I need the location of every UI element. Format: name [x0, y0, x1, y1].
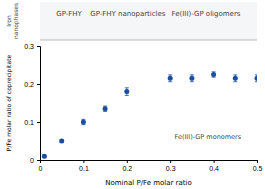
error-bar	[103, 106, 107, 111]
tick-label: 0.4	[209, 165, 219, 172]
error-bar-cap	[125, 95, 129, 96]
error-bar-cap	[125, 87, 129, 88]
tick: 0.1	[79, 160, 89, 172]
point	[168, 76, 173, 81]
error-bar	[42, 155, 46, 158]
tick-label: 0.3	[166, 165, 176, 172]
x-axis-title: Nominal P/Fe molar ratio	[105, 179, 192, 187]
point	[103, 106, 108, 111]
error-bar	[212, 72, 216, 77]
x-axis: 0 0.1 0.2 0.3 0.4 0.5	[39, 160, 263, 172]
error-bar-cap	[168, 81, 172, 82]
tick-mark	[214, 160, 215, 163]
tick-mark	[170, 160, 171, 163]
point	[42, 154, 47, 159]
tick-mark	[37, 160, 40, 161]
tick: 0.2	[122, 160, 132, 172]
error-bar	[233, 75, 237, 82]
tick-mark	[83, 160, 84, 163]
tick-label: 0.1	[24, 119, 34, 126]
error-bar	[168, 75, 172, 82]
tick-label: 0.1	[79, 165, 89, 172]
error-bar	[255, 75, 257, 82]
tick-mark	[127, 160, 128, 163]
region-label: Fe(III)-GP oligomers	[172, 10, 241, 18]
tick: 0	[30, 157, 40, 164]
tick: 0.4	[209, 160, 219, 172]
tick-label: 0.3	[24, 43, 34, 50]
point	[255, 76, 258, 81]
error-bar	[81, 119, 85, 124]
annotation: Fe(III)-GP monomers	[175, 133, 242, 141]
tick-mark	[257, 160, 258, 163]
tick: 0.3	[166, 160, 176, 172]
error-bar-cap	[255, 74, 257, 75]
tick-label: 0.2	[24, 81, 34, 88]
point	[233, 76, 238, 81]
error-bar-cap	[168, 74, 172, 75]
axis-line	[41, 161, 258, 164]
y-axis-title: P/Fe molar ratio of coprecipitate	[5, 55, 13, 152]
tick: 0.5	[253, 160, 263, 172]
band-side-label: Ironnanophases	[5, 3, 20, 39]
tick-mark	[37, 84, 40, 85]
axis-line	[37, 47, 41, 161]
tick: 0.1	[24, 119, 40, 126]
tick-label: 0.2	[122, 165, 132, 172]
error-bar	[125, 88, 129, 96]
error-bar-cap	[255, 81, 257, 82]
tick-label: 0	[39, 165, 43, 172]
data-marks	[42, 72, 257, 159]
tick-mark	[37, 46, 40, 47]
error-bar	[190, 75, 194, 82]
point	[81, 120, 86, 125]
error-bar-cap	[233, 81, 237, 82]
error-bar-cap	[233, 74, 237, 75]
point	[59, 139, 64, 144]
tick-label: 0	[30, 157, 34, 164]
chart: GP-FHY GP-FHY nanoparticles Fe(III)-GP oli…	[0, 0, 265, 189]
region-label: GP-FHY nanoparticles	[90, 10, 166, 18]
region-divider	[40, 40, 257, 41]
plot: 0 0.1 0.2 0.3 0.4 0.5 0 0.1 0.2 0.3 Nominal P/Fe m…	[5, 43, 262, 187]
error-bar-cap	[190, 74, 194, 75]
tick: 0.3	[24, 43, 40, 50]
point	[189, 76, 194, 81]
tick-mark	[37, 122, 40, 123]
region-label: GP-FHY	[56, 10, 82, 18]
region-band: GP-FHY GP-FHY nanoparticles Fe(III)-GP oli…	[40, 2, 257, 40]
error-bar	[60, 139, 64, 142]
tick: 0	[39, 160, 43, 172]
point	[211, 72, 216, 77]
tick-label: 0.5	[253, 165, 263, 172]
y-axis: 0 0.1 0.2 0.3	[24, 43, 40, 164]
point	[124, 89, 129, 94]
error-bar-cap	[190, 81, 194, 82]
tick: 0.2	[24, 81, 40, 88]
region-band-background	[40, 2, 257, 40]
